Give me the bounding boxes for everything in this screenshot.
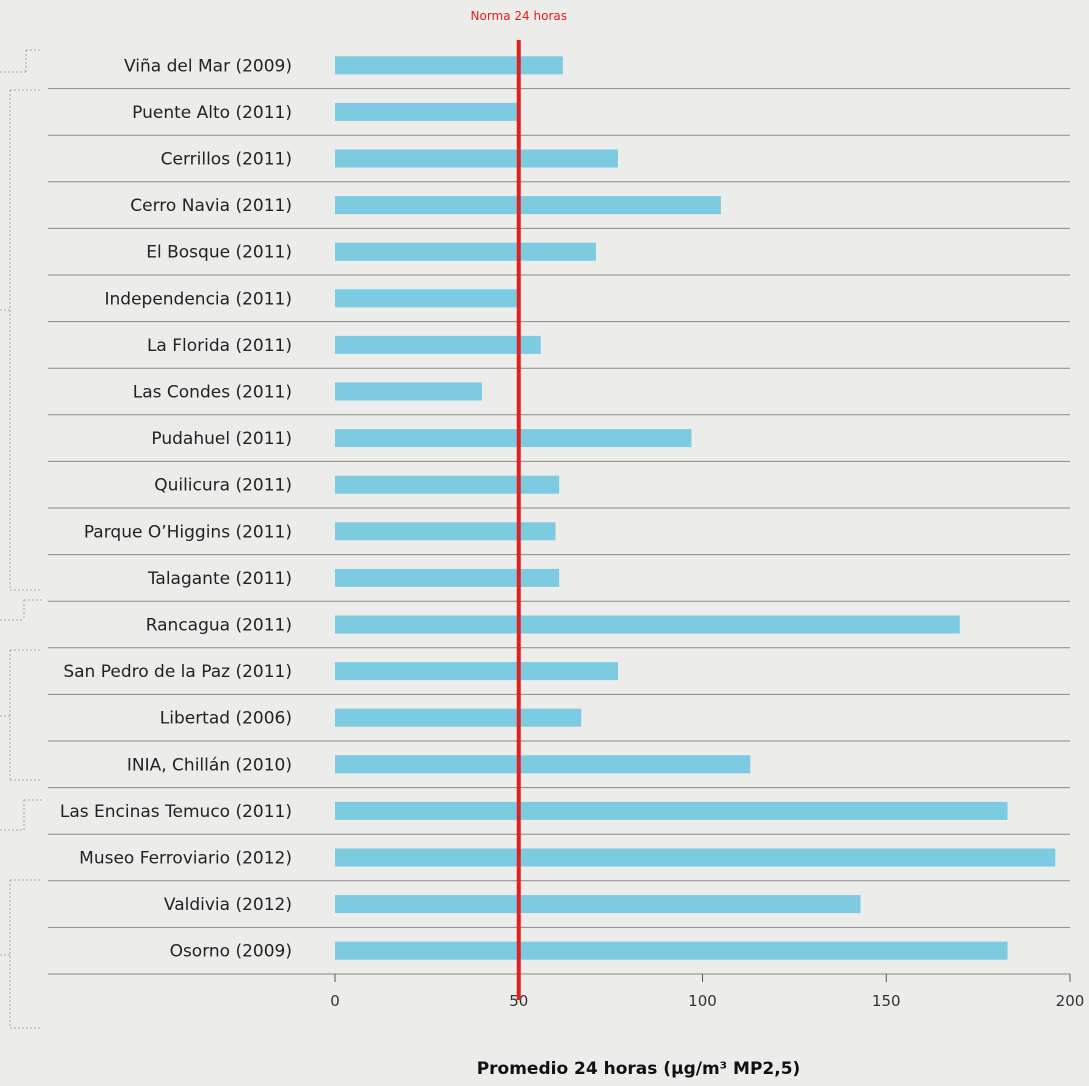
bar: [335, 708, 582, 727]
category-label: San Pedro de la Paz (2011): [63, 662, 292, 682]
category-label: Parque O’Higgins (2011): [84, 522, 292, 542]
bar: [335, 662, 618, 681]
category-label: Rancagua (2011): [146, 616, 292, 636]
x-tick-label: 200: [1056, 992, 1085, 1010]
category-labels: Viña del Mar (2009) Puente Alto (2011) Cer…: [60, 56, 292, 961]
bar: [335, 522, 556, 541]
category-label: Las Condes (2011): [133, 383, 292, 403]
row-separators: [48, 88, 1070, 975]
category-label: Las Encinas Temuco (2011): [60, 802, 292, 822]
category-label: Museo Ferroviario (2012): [79, 849, 292, 869]
bar: [335, 102, 519, 121]
category-label: INIA, Chillán (2010): [127, 755, 292, 775]
category-label: Osorno (2009): [170, 942, 292, 962]
category-label: Pudahuel (2011): [151, 429, 292, 449]
bar: [335, 242, 596, 261]
bar: [335, 56, 563, 75]
x-tick-label: 50: [509, 992, 528, 1010]
category-label: La Florida (2011): [147, 336, 292, 356]
norm-line-label: Norma 24 horas: [471, 9, 567, 23]
x-axis: 0 50 100 150 200: [330, 974, 1084, 1010]
category-label: Cerrillos (2011): [161, 150, 292, 170]
category-label: Valdivia (2012): [164, 895, 292, 915]
x-tick-label: 0: [330, 992, 340, 1010]
x-axis-label: Promedio 24 horas (µg/m³ MP2,5): [477, 1059, 801, 1079]
bar: [335, 289, 519, 308]
bar: [335, 475, 560, 494]
bar: [335, 755, 751, 774]
category-label: Puente Alto (2011): [132, 103, 292, 123]
category-label: Cerro Navia (2011): [130, 196, 292, 216]
bar: [335, 382, 482, 401]
category-label: Libertad (2006): [160, 709, 292, 729]
bar: [335, 196, 721, 215]
category-label: Viña del Mar (2009): [124, 56, 292, 76]
x-tick-label: 100: [688, 992, 717, 1010]
bar: [335, 615, 960, 634]
bar: [335, 941, 1008, 960]
bars: [335, 56, 1056, 960]
category-label: Quilicura (2011): [154, 476, 292, 496]
category-label: Talagante (2011): [147, 569, 292, 589]
category-label: Independencia (2011): [104, 289, 292, 309]
x-tick-label: 150: [872, 992, 901, 1010]
bar: [335, 801, 1008, 820]
bar: [335, 895, 861, 914]
norm-reference-line: Norma 24 horas: [471, 9, 567, 1000]
category-label: El Bosque (2011): [146, 243, 292, 263]
bar: [335, 848, 1056, 867]
bar: [335, 568, 560, 587]
bar: [335, 149, 618, 168]
bar: [335, 429, 692, 448]
bar: [335, 335, 541, 354]
dendrogram-decoration: [0, 49, 42, 1029]
